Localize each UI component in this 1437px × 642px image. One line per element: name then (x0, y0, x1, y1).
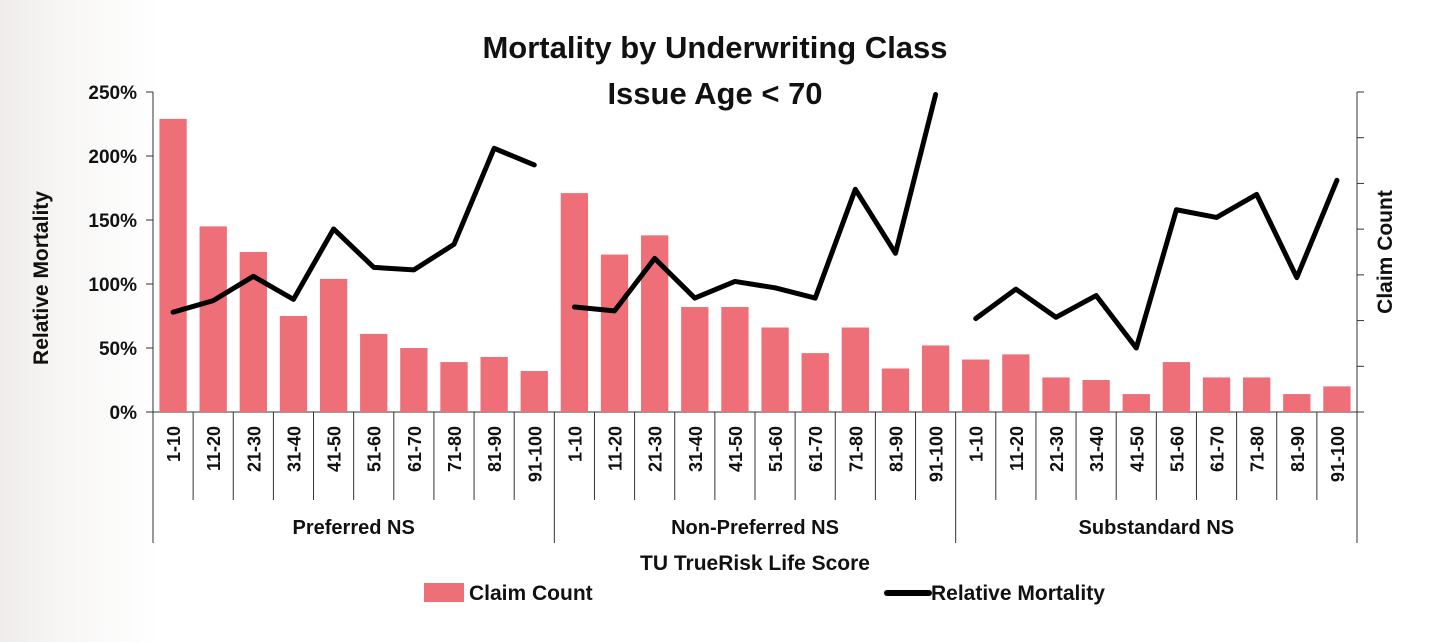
claim-count-bar (600, 254, 629, 412)
group-label: Preferred NS (293, 517, 415, 539)
group-label: Non-Preferred NS (671, 517, 839, 539)
category-label: 41-50 (325, 426, 345, 472)
claim-count-bar (199, 226, 227, 412)
category-label: 11-20 (1007, 426, 1027, 471)
category-label: 81-90 (1288, 426, 1308, 472)
claim-count-bar (1202, 377, 1231, 412)
category-label: 51-60 (766, 426, 786, 472)
y-tick-label: 0% (110, 403, 138, 424)
claim-count-bar (480, 356, 508, 412)
claim-count-bar (400, 348, 428, 412)
category-label: 31-40 (284, 426, 304, 472)
category-label: 71-80 (1248, 426, 1268, 472)
category-label: 81-90 (485, 426, 505, 472)
y-axis-ticks: 0% 50% 100% 150% 200% 250% (88, 83, 1364, 424)
chart-title-line-2: Issue Age < 70 (607, 76, 822, 111)
claim-count-bar (279, 316, 308, 412)
claim-count-bar (1002, 354, 1030, 412)
legend-label-relative-mortality: Relative Mortality (931, 582, 1105, 605)
legend-swatch-claim-count (424, 583, 464, 602)
category-label: 71-80 (445, 426, 465, 472)
claim-count-bar (440, 362, 468, 412)
category-label: 41-50 (726, 426, 746, 472)
group-labels: Preferred NS Non-Preferred NS Substandard … (293, 517, 1235, 539)
claim-count-bar (1042, 377, 1070, 412)
legend: Claim Count Relative Mortality (424, 582, 1105, 605)
group-label: Substandard NS (1079, 517, 1235, 539)
claim-count-bar (1082, 380, 1110, 412)
claim-count-bar (841, 327, 869, 412)
category-label: 61-70 (405, 426, 425, 472)
category-label: 41-50 (1127, 426, 1147, 472)
category-label: 21-30 (646, 426, 666, 472)
claim-count-bar (1243, 377, 1271, 412)
category-label: 31-40 (1087, 426, 1107, 472)
axes (152, 92, 1358, 543)
claim-count-bar (319, 278, 348, 412)
legend-label-claim-count: Claim Count (469, 582, 593, 605)
claim-count-bar (761, 327, 789, 412)
y2-axis-label: Claim Count (1374, 190, 1397, 314)
claim-count-bar (721, 307, 749, 412)
category-label: 71-80 (846, 426, 866, 472)
category-label: 1-10 (967, 426, 987, 462)
category-label: 1-10 (164, 426, 184, 462)
category-label: 91-100 (927, 426, 947, 482)
claim-count-bar (159, 118, 187, 412)
relative-mortality-line (170, 145, 537, 315)
claim-count-bar (921, 345, 950, 412)
category-label: 91-100 (1328, 426, 1348, 482)
chart-title-line-1: Mortality by Underwriting Class (482, 30, 947, 65)
claim-count-bar (1122, 394, 1150, 412)
category-label: 1-10 (565, 426, 585, 462)
category-label: 11-20 (204, 426, 224, 471)
claim-count-bar (801, 353, 829, 412)
y-tick-label: 50% (99, 339, 137, 360)
claim-count-bar (681, 307, 709, 412)
category-label: 61-70 (1208, 426, 1228, 472)
claim-count-bar (1283, 394, 1311, 412)
category-label: 61-70 (806, 426, 826, 472)
y-tick-label: 150% (88, 211, 137, 232)
y-tick-label: 250% (88, 83, 137, 104)
claim-count-bar (360, 333, 388, 412)
y-axis-label: Relative Mortality (30, 191, 53, 365)
claim-count-bar (560, 193, 589, 412)
claim-count-bar (520, 371, 548, 412)
category-label: 51-60 (365, 426, 385, 472)
chart-title: Mortality by Underwriting Class Issue Ag… (482, 30, 947, 111)
category-label: 21-30 (244, 426, 264, 472)
relative-mortality-line (571, 92, 939, 314)
category-label: 21-30 (1047, 426, 1067, 472)
category-label: 81-90 (886, 426, 906, 472)
relative-mortality-line (973, 177, 1340, 351)
claim-count-bar (1323, 386, 1351, 412)
category-label: 31-40 (686, 426, 706, 472)
category-label: 11-20 (606, 426, 626, 471)
claim-count-bar (962, 359, 990, 412)
x-axis-label: TU TrueRisk Life Score (640, 552, 870, 575)
category-labels: 1-10 11-20 21-30 31-40 41-50 51-60 61-70 71-80 8… (164, 426, 1348, 482)
claim-count-bars (159, 118, 1351, 412)
y-tick-label: 100% (88, 275, 137, 296)
relative-mortality-lines (170, 92, 1340, 351)
claim-count-bar (1162, 362, 1191, 412)
y-tick-label: 200% (88, 147, 137, 168)
category-label: 51-60 (1167, 426, 1187, 472)
category-label: 91-100 (525, 426, 545, 482)
claim-count-bar (881, 368, 910, 412)
